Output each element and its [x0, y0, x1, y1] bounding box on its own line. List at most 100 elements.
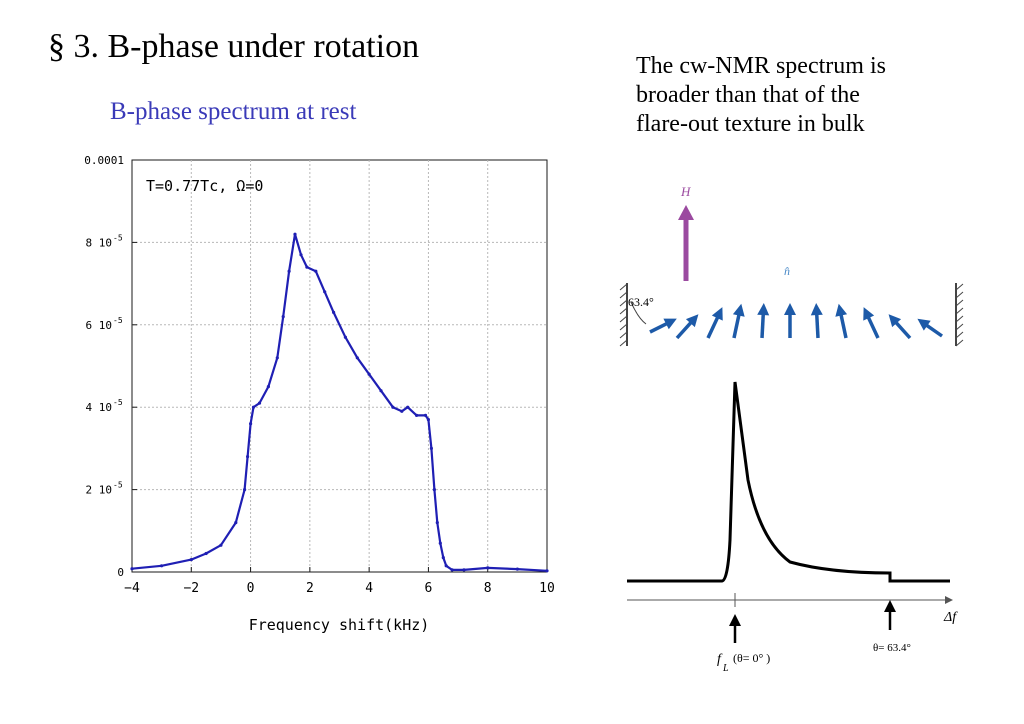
- texture-arrow: [675, 314, 699, 340]
- data-point: [406, 405, 410, 409]
- delta-f-label: Δf: [943, 610, 958, 625]
- fl-label: f: [717, 652, 723, 667]
- data-point: [343, 335, 347, 339]
- data-point: [545, 569, 549, 573]
- data-point: [415, 413, 419, 417]
- texture-arrow: [732, 303, 745, 339]
- data-point: [391, 405, 395, 409]
- x-tick-label: −2: [183, 581, 199, 596]
- data-point: [204, 551, 208, 556]
- texture-arrow: [863, 307, 880, 339]
- y-tick-exponent: -5: [113, 233, 123, 242]
- data-point: [355, 356, 359, 360]
- data-point: [515, 567, 520, 571]
- angle-arc: [630, 301, 647, 325]
- theta-marker-arrow: [884, 600, 896, 630]
- x-tick-label: 0: [247, 581, 255, 596]
- texture-arrow: [757, 303, 770, 339]
- data-point: [281, 315, 285, 319]
- data-point: [305, 265, 309, 269]
- texture-arrow: [649, 318, 677, 334]
- data-point: [130, 567, 134, 571]
- slide-title: § 3. B-phase under rotation: [48, 28, 420, 65]
- data-point: [160, 564, 164, 568]
- data-point: [314, 269, 318, 273]
- texture-arrow: [888, 314, 912, 340]
- x-axis-label: Frequency shift(kHz): [249, 616, 430, 634]
- x-tick-label: 10: [539, 581, 555, 596]
- description-line: flare-out texture in bulk: [636, 111, 865, 137]
- data-point: [234, 521, 238, 525]
- angle-label: 63.4°: [628, 295, 654, 309]
- y-tick-label: 6 10: [86, 319, 113, 332]
- x-tick-label: −4: [124, 581, 140, 596]
- data-point: [400, 409, 404, 413]
- chart-annotation: T=0.77Tc, Ω=0: [146, 177, 263, 195]
- y-tick-label: 0: [117, 566, 124, 579]
- spectrum-line: [131, 233, 548, 572]
- spectrum-subtitle: B-phase spectrum at rest: [110, 98, 357, 125]
- data-point: [426, 418, 430, 422]
- data-point: [251, 405, 256, 409]
- left-wall: [619, 283, 628, 347]
- texture-arrow: [784, 303, 796, 338]
- data-point: [432, 488, 436, 492]
- data-point: [367, 372, 371, 376]
- y-tick-label: 4 10: [86, 401, 113, 414]
- fl-subscript: L: [722, 663, 729, 674]
- y-tick-label: 2 10: [86, 484, 113, 497]
- data-point: [462, 568, 466, 572]
- x-tick-label: 6: [425, 581, 433, 596]
- data-point: [486, 566, 490, 570]
- right-wall: [955, 283, 964, 347]
- data-point: [266, 385, 270, 389]
- data-point: [435, 521, 439, 525]
- data-point: [189, 558, 193, 562]
- svg-text:f: f: [717, 652, 723, 667]
- data-point: [450, 568, 454, 572]
- data-point: [438, 541, 442, 545]
- delta-f-arrowhead: [945, 596, 953, 604]
- texture-arrow: [917, 318, 944, 338]
- texture-arrow: [835, 303, 848, 339]
- data-point: [323, 290, 327, 294]
- data-point: [299, 253, 303, 257]
- x-tick-label: 4: [365, 581, 373, 596]
- x-tick-label: 8: [484, 581, 492, 596]
- description-line: The cw-NMR spectrum is: [636, 53, 886, 79]
- y-tick-exponent: -5: [113, 316, 123, 325]
- field-arrow: [678, 205, 694, 281]
- data-point: [441, 556, 445, 560]
- data-point: [246, 455, 250, 459]
- theta-label: θ= 63.4°: [873, 642, 911, 654]
- texture-arrows: [649, 303, 944, 340]
- plot-area: [131, 159, 548, 573]
- data-point: [423, 413, 428, 417]
- theory-curve: [627, 381, 950, 583]
- description-text: The cw-NMR spectrum is broader than that…: [636, 52, 1016, 139]
- fl-angle-label: (θ= 0° ): [733, 651, 770, 665]
- data-point: [275, 356, 279, 360]
- fl-marker-arrow: [729, 614, 741, 643]
- y-tick-label: 8 10: [86, 236, 113, 249]
- y-tick-exponent: -5: [113, 398, 123, 407]
- data-point: [219, 543, 223, 547]
- data-point: [379, 389, 383, 393]
- grid: [132, 160, 547, 572]
- data-point: [287, 269, 291, 273]
- data-point: [243, 488, 247, 492]
- data-point: [249, 422, 253, 426]
- y-tick-exponent: -5: [113, 481, 123, 490]
- x-tick-label: 2: [306, 581, 314, 596]
- data-point: [429, 446, 433, 450]
- texture-arrow: [706, 307, 723, 339]
- data-point: [257, 401, 262, 405]
- texture-arrow: [810, 303, 823, 339]
- description-line: broader than that of the: [636, 82, 860, 108]
- data-series: [130, 232, 549, 573]
- data-point: [444, 564, 448, 568]
- n-vector-label: n̂: [784, 264, 790, 278]
